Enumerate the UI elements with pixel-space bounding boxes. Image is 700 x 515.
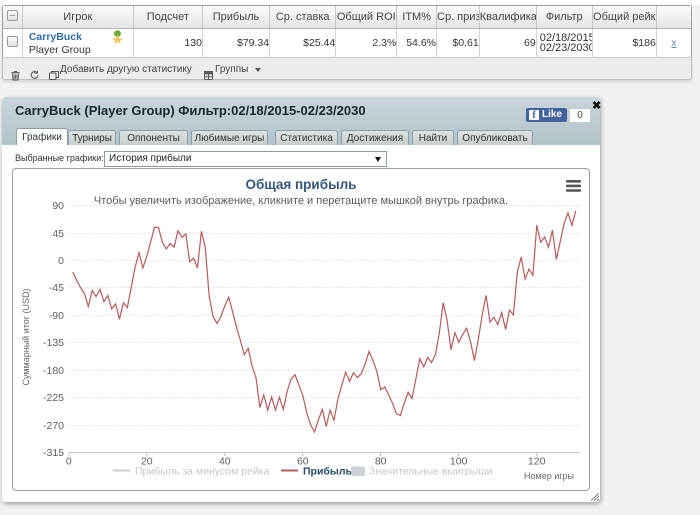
svg-text:20: 20: [141, 456, 153, 468]
svg-text:100: 100: [450, 456, 468, 468]
svg-text:90: 90: [52, 200, 64, 212]
svg-text:-180: -180: [43, 365, 64, 377]
svg-text:Значительные выигрыши: Значительные выигрыши: [369, 466, 493, 478]
svg-text:0: 0: [58, 255, 64, 267]
svg-text:120: 120: [528, 456, 546, 468]
svg-text:Суммарный итог (USD): Суммарный итог (USD): [21, 288, 31, 385]
svg-text:80: 80: [375, 456, 387, 468]
svg-text:-270: -270: [43, 420, 64, 432]
svg-text:-45: -45: [49, 282, 64, 294]
svg-text:60: 60: [297, 456, 309, 468]
svg-text:0: 0: [66, 456, 72, 468]
svg-text:-225: -225: [43, 392, 64, 404]
svg-text:-135: -135: [43, 337, 64, 349]
svg-text:40: 40: [219, 456, 231, 468]
svg-text:Прибыль: Прибыль: [303, 466, 353, 478]
svg-text:Общая прибыль: Общая прибыль: [246, 177, 357, 192]
svg-text:Чтобы увеличить изображение, к: Чтобы увеличить изображение, кликните и …: [94, 195, 508, 207]
svg-text:45: 45: [52, 228, 64, 240]
svg-text:Прибыль за минусом рейка: Прибыль за минусом рейка: [135, 466, 270, 478]
svg-text:-90: -90: [49, 310, 64, 322]
svg-text:Номер игры: Номер игры: [524, 471, 574, 481]
svg-text:-315: -315: [43, 447, 64, 459]
